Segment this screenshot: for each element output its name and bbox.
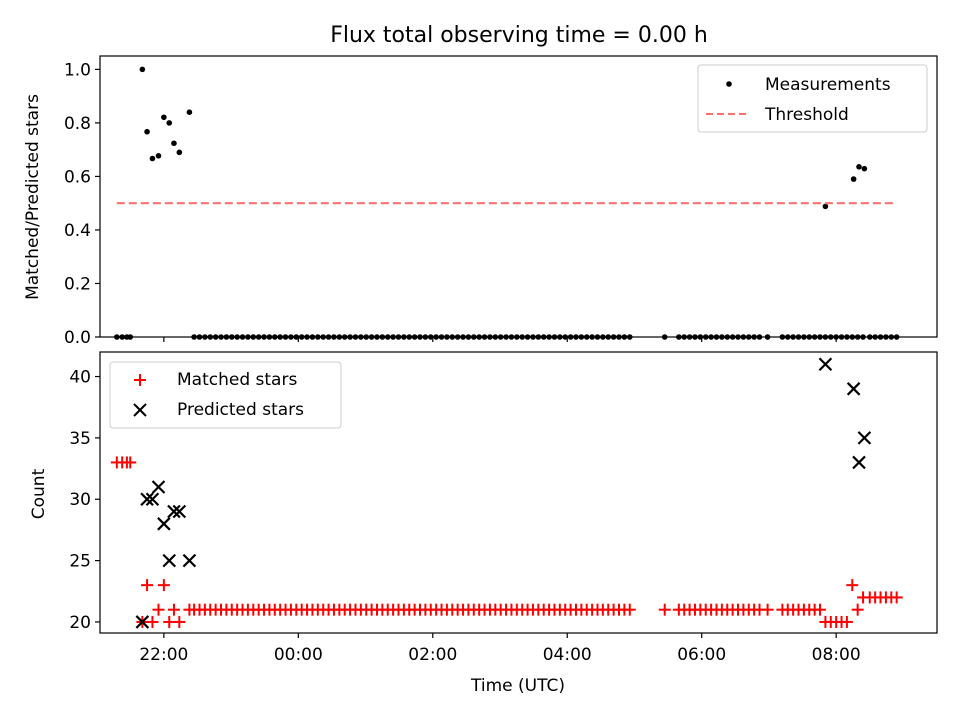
- predicted-stars-point: [182, 553, 197, 568]
- predicted-stars-point: [140, 492, 154, 507]
- predicted-stars-point: [167, 504, 181, 519]
- top-y-axis-label: Matched/Predicted stars: [23, 94, 43, 300]
- bottom-y-tick-label: 25: [69, 552, 91, 572]
- matched-stars-point: [846, 579, 859, 592]
- matched-stars-point: [163, 615, 176, 628]
- measurement-point: [850, 176, 857, 182]
- top-y-tick-label: 0.0: [64, 328, 91, 348]
- top-panel: 0.0 0.2 0.4 0.6 0.8 1.0 Matched/Predicted sta…: [23, 55, 938, 348]
- legend-threshold-label: Threshold: [764, 105, 849, 125]
- matched-stars-point: [167, 603, 180, 616]
- bottom-plot-area: [110, 357, 903, 629]
- matched-stars-point: [124, 456, 137, 469]
- predicted-stars-point: [857, 431, 872, 445]
- bottom-y-ticks: 20 25 30 35 40: [69, 368, 100, 633]
- top-legend: Measurements Threshold: [697, 64, 928, 133]
- top-axes-frame: [99, 55, 938, 338]
- predicted-stars-point: [852, 455, 866, 470]
- measurement-point: [161, 114, 167, 121]
- top-y-tick-label: 0.8: [64, 114, 91, 134]
- measurement-point: [856, 163, 862, 170]
- top-y-tick-label: 0.6: [64, 167, 91, 187]
- measurement-point: [144, 128, 150, 135]
- bottom-y-axis-label: Count: [29, 468, 49, 519]
- bottom-axes-frame: [99, 351, 938, 634]
- measurement-point: [186, 109, 193, 115]
- measurement-point: [166, 120, 173, 126]
- predicted-stars-point: [135, 615, 150, 629]
- measurement-point: [822, 203, 829, 210]
- predicted-stars-point: [172, 504, 187, 519]
- bottom-panel: 20 25 30 35 40 22:00 00:00 02:00 04:00 06:00 08:0…: [29, 351, 938, 696]
- matched-stars-point: [840, 615, 853, 628]
- bottom-x-tick-label: 04:00: [543, 645, 592, 665]
- bottom-x-tick-label: 08:00: [812, 645, 861, 665]
- predicted-stars-point: [151, 480, 166, 494]
- bottom-legend: Matched stars Predicted stars: [109, 361, 342, 429]
- legend-matched-label: Matched stars: [177, 370, 297, 390]
- top-legend-box: [697, 64, 928, 133]
- matched-stars-point: [623, 603, 636, 616]
- legend-measurements-marker: [726, 81, 732, 87]
- legend-predicted-marker: [133, 403, 147, 417]
- matched-stars-point: [814, 603, 827, 616]
- matched-stars-point: [141, 579, 154, 592]
- bottom-legend-box: [109, 361, 342, 429]
- measurement-point: [176, 149, 183, 156]
- bottom-y-tick-label: 20: [69, 613, 91, 633]
- measurement-point: [139, 66, 146, 73]
- predicted-stars-point: [145, 492, 160, 507]
- measurement-point: [155, 153, 162, 159]
- matched-stars-point: [890, 591, 903, 604]
- bottom-x-tick-label: 06:00: [677, 645, 726, 665]
- bottom-y-tick-label: 30: [69, 490, 91, 510]
- top-x-ticks: [163, 337, 837, 342]
- predicted-stars-point: [157, 517, 171, 531]
- bottom-x-axis-label: Time (UTC): [470, 676, 565, 696]
- matched-stars-point: [146, 615, 159, 628]
- legend-measurements-label: Measurements: [765, 75, 891, 95]
- bottom-x-tick-label: 02:00: [408, 645, 457, 665]
- legend-predicted-label: Predicted stars: [177, 400, 304, 420]
- predicted-stars-point: [846, 382, 861, 396]
- bottom-x-tick-label: 00:00: [274, 645, 323, 665]
- measurement-point: [149, 155, 156, 162]
- matched-stars-point: [157, 579, 170, 592]
- measurement-point: [171, 140, 177, 147]
- matched-stars-point: [658, 603, 671, 616]
- measurement-point: [861, 165, 868, 172]
- matched-stars-point: [152, 603, 165, 616]
- bottom-y-tick-label: 40: [69, 368, 91, 388]
- figure-title: Flux total observing time = 0.00 h: [330, 23, 708, 48]
- predicted-stars-point: [818, 357, 833, 372]
- top-y-tick-label: 1.0: [64, 60, 91, 80]
- matched-stars-point: [851, 603, 864, 616]
- top-y-ticks: 0.0 0.2 0.4 0.6 0.8 1.0: [64, 60, 100, 348]
- predicted-stars-point: [162, 553, 177, 568]
- bottom-x-tick-label: 22:00: [139, 645, 188, 665]
- top-y-tick-label: 0.4: [64, 221, 91, 241]
- top-y-tick-label: 0.2: [64, 274, 91, 294]
- matched-stars-point: [761, 603, 774, 616]
- legend-matched-marker: [134, 374, 146, 386]
- bottom-y-tick-label: 35: [69, 429, 91, 449]
- matched-stars-point: [173, 615, 186, 628]
- bottom-x-ticks: 22:00 00:00 02:00 04:00 06:00 08:00: [139, 633, 861, 665]
